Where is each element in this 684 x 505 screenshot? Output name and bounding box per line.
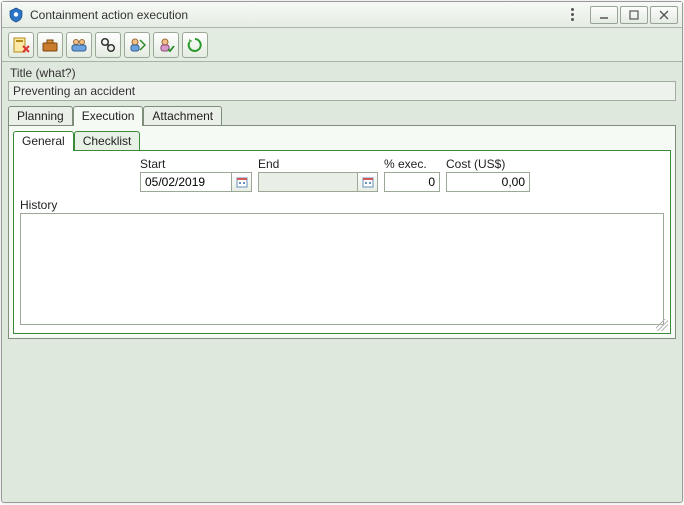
content-area: Title (what?) Planning Execution Attachm… (2, 62, 682, 502)
assign-user-button[interactable] (124, 32, 150, 58)
maximize-button[interactable] (620, 6, 648, 24)
toolbox-button[interactable] (37, 32, 63, 58)
history-label: History (20, 198, 664, 212)
inner-general-panel: Start (13, 150, 671, 334)
inner-tab-checklist[interactable]: Checklist (74, 131, 141, 151)
pct-exec-label: % exec. (384, 157, 440, 171)
title-label: Title (what?) (10, 66, 674, 80)
start-date-picker-button[interactable] (232, 172, 252, 192)
save-and-exit-button[interactable] (8, 32, 34, 58)
more-options-button[interactable] (562, 5, 582, 25)
tab-attachment[interactable]: Attachment (143, 106, 222, 126)
field-row: Start (140, 157, 664, 192)
cost-input[interactable] (446, 172, 530, 192)
minimize-button[interactable] (590, 6, 618, 24)
pct-exec-input[interactable] (384, 172, 440, 192)
end-date-input[interactable] (258, 172, 358, 192)
refresh-button[interactable] (182, 32, 208, 58)
close-button[interactable] (650, 6, 678, 24)
search-button[interactable] (95, 32, 121, 58)
app-icon (8, 7, 24, 23)
window-title: Containment action execution (30, 8, 188, 22)
history-textarea[interactable] (20, 213, 664, 325)
titlebar: Containment action execution (2, 2, 682, 28)
tab-planning[interactable]: Planning (8, 106, 73, 126)
toolbar (2, 28, 682, 62)
cost-label: Cost (US$) (446, 157, 530, 171)
outer-tabstrip: Planning Execution Attachment (8, 105, 676, 125)
inner-tab-general[interactable]: General (13, 131, 74, 151)
user-check-button[interactable] (153, 32, 179, 58)
end-label: End (258, 157, 378, 171)
team-button[interactable] (66, 32, 92, 58)
end-date-picker-button[interactable] (358, 172, 378, 192)
start-date-input[interactable] (140, 172, 232, 192)
app-window: Containment action execution (1, 1, 683, 503)
inner-tabstrip: General Checklist (13, 130, 671, 150)
start-label: Start (140, 157, 252, 171)
tab-execution-panel: General Checklist Start (8, 125, 676, 339)
title-input[interactable] (8, 81, 676, 101)
tab-execution[interactable]: Execution (73, 106, 144, 126)
